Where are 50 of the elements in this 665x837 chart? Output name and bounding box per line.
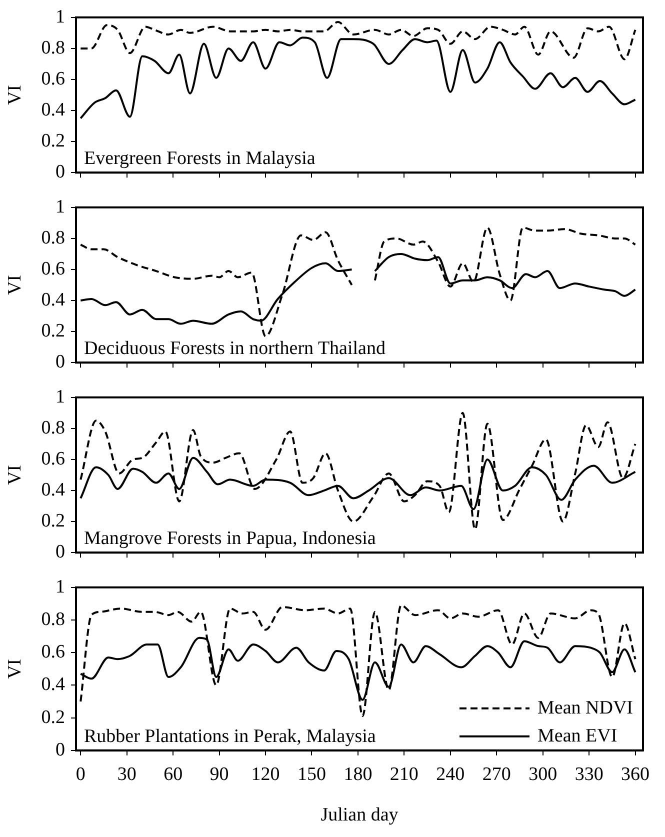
y-tick-label: 1 [56,196,65,218]
annotation: Mangrove Forests in Papua, Indonesia [84,528,376,550]
y-tick-label: 0 [56,542,65,563]
x-tick-label: 180 [344,764,372,785]
y-tick-label: 0.8 [41,417,65,438]
y-tick-label: 0 [56,739,65,760]
y-tick-label: 0.6 [41,68,65,90]
y-tick-label: 0.2 [41,510,65,532]
x-tick-label: 90 [210,764,229,785]
y-tick-label: 1 [56,386,65,408]
x-tick-label: 120 [251,764,280,785]
x-tick-label: 360 [621,764,650,785]
x-tick-label: 300 [528,764,558,785]
x-tick-label: 0 [76,764,86,785]
y-axis-title: VI [4,658,26,679]
x-tick-label: 30 [117,764,136,785]
y-tick-label: 0.8 [41,37,65,58]
annotation: Deciduous Forests in northern Thailand [84,338,386,360]
y-tick-label: 0.2 [41,706,65,728]
y-tick-label: 0.4 [41,100,66,121]
x-tick-label: 270 [482,764,511,785]
y-axis-title: VI [4,464,26,486]
y-tick-label: 0.2 [41,320,65,342]
line-series [80,604,636,718]
y-tick-label: 0.6 [41,258,65,280]
y-tick-label: 0.8 [41,227,65,248]
x-tick-label: 150 [297,764,326,785]
y-axis-title: VI [4,84,26,106]
x-tick-label: 240 [436,764,465,785]
y-tick-label: 0.6 [41,642,65,663]
y-tick-label: 0.4 [41,674,66,696]
x-tick-label: 60 [164,764,183,785]
line-series [80,412,636,530]
y-tick-label: 0 [56,352,65,373]
x-tick-label: 330 [574,764,604,785]
x-axis-title: Julian day [320,804,399,826]
annotation: Evergreen Forests in Malaysia [84,148,316,170]
y-tick-label: 1 [56,6,65,28]
y-tick-label: 0 [56,162,65,183]
legend-label: Mean EVI [538,725,618,746]
y-tick-label: 0.8 [41,608,65,630]
y-tick-label: 0.4 [41,290,66,311]
y-axis-title: VI [4,274,26,296]
y-tick-label: 0.6 [41,448,65,470]
legend-label: Mean NDVI [538,697,634,718]
x-tick-label: 210 [390,764,418,785]
y-tick-label: 0.4 [41,480,66,501]
annotation: Rubber Plantations in Perak, Malaysia [84,726,376,747]
y-tick-label: 1 [56,576,65,598]
y-tick-label: 0.2 [41,130,65,152]
